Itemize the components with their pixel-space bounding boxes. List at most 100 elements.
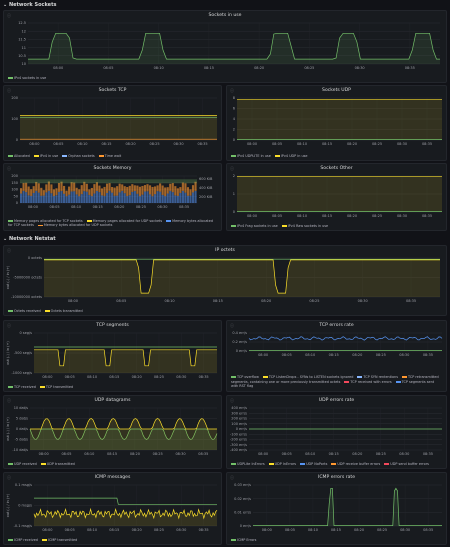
legend-item-octets-transmitted[interactable]: Octets transmitted [44,309,87,313]
panel-tcp-errors-rate[interactable]: TCP errors rate ⓘ 0.4 err/s 0.2 err/s 0 err/… [226,320,447,392]
legend-item-udp-transmitted[interactable]: UDP transmitted [40,462,79,466]
legend-item-tcp-received-with-errors[interactable]: TCP received with errors [344,380,395,384]
x-tick-label: 08:30 [174,142,184,146]
x-tick-label: 08:00 [42,375,52,379]
legend-item-udp-receive-buffer-errors[interactable]: UDP receive buffer errors [331,462,384,466]
bar-segment [141,194,144,203]
bar-segment [174,186,177,196]
info-icon[interactable]: ⓘ [230,166,234,171]
legend-item-icmp-received[interactable]: ICMP received [8,538,42,542]
x-tick-label: 08:30 [176,375,186,379]
info-icon[interactable]: ⓘ [7,88,11,93]
legend-item-tcp-received[interactable]: TCP received [8,385,40,389]
legend-item-octets-received[interactable]: Octets received [8,309,45,313]
x-tick-label: 08:30 [397,142,407,146]
legend-label: IPv4 Raw sockets in use [287,224,329,228]
bar-segment [88,194,91,203]
legend-label: Memory pages allocated for UDP sockets [92,218,163,223]
x-tick-label: 08:10 [165,299,175,303]
legend-item-memory-bytes-allocated-for-udp-sockets[interactable]: Memory bytes allocated for UDP sockets [37,223,117,227]
bar-segment [148,185,152,195]
panel-title: ICMP messages [94,475,131,480]
legend-item-memory-bytes-allocated-for-tcp-sockets[interactable]: Memory bytes allocated for TCP sockets [8,219,213,228]
info-icon[interactable]: ⓘ [7,398,11,403]
bar-segment [186,187,190,196]
legend-item-ipv4-sockets-in-use[interactable]: IPv4 sockets in use [8,76,50,80]
legend-item-tcp-syn-rententions[interactable]: TCP SYN rententions [357,375,402,379]
x-tick-label: 08:10 [84,452,94,456]
panel-icmp-messages[interactable]: ICMP messages ⓘ 0.1 msg/s 0 msg/s -0.1 msg/s… [3,472,222,545]
panel-tcp-segments[interactable]: TCP segments ⓘ 0 seg/s -500 seg/s -1000 seg/… [3,320,222,392]
y-tick-label: 0.1 msg/s [15,483,32,487]
info-icon[interactable]: ⓘ [230,323,234,328]
info-icon[interactable]: ⓘ [230,398,234,403]
legend-item-ipv4-in-use[interactable]: IPv4 in use [33,154,62,158]
legend-item-memory-pages-allocated-for-udp-sockets[interactable]: Memory pages allocated for UDP sockets [86,218,167,223]
panel-udp-errors-rate[interactable]: UDP errors rate ⓘ 400 err/s 300 err/s 200 er… [226,395,447,469]
legend-item-orphan-sockets[interactable]: Orphan sockets [62,154,98,158]
x-tick-label: 08:10 [297,142,307,146]
legend: UDP received UDP transmitted [8,462,79,466]
legend-item-icmp-errors[interactable]: ICMP Errors [231,538,260,542]
legend-swatch [8,220,13,222]
info-icon[interactable]: ⓘ [230,475,234,480]
info-icon[interactable]: ⓘ [230,88,234,93]
legend-item-tcp-overflow[interactable]: TCP overflow [231,375,263,379]
legend-item-udp-received[interactable]: UDP received [8,462,41,466]
legend-item-tcp-segments-sent-with-rst-flag[interactable]: TCP segments sent with RST flag [231,380,434,389]
panel-udp-datagrams[interactable]: UDP datagrams ⓘ 10 dat/s 5 dat/s 0 dat/s -5 d… [3,395,222,469]
legend-item-icmp-transmitted[interactable]: ICMP transmitted [41,538,81,542]
legend-item-ipv4-udp-in-use[interactable]: IPv4 UDP in use [274,154,312,158]
x-tick-label: 08:00 [247,214,257,218]
legend-item-tcp-listendrops-syns-to-listen-sockets-ignored[interactable]: TCP ListenDrops - SYNs to LISTEN sockets… [262,375,357,379]
bar-segment [108,183,111,191]
panel-sockets-tcp[interactable]: Sockets TCP ⓘ 200 100 0 08:00 08:05 08:10 08:15 0… [3,85,222,161]
legend-item-ipv4-udplite-in-use[interactable]: IPv4 UDPLITE in use [231,154,275,158]
panel-sockets-udp[interactable]: Sockets UDP ⓘ 8 6 4 2 0 08:00 08:05 08:10 08:15 08:… [226,85,447,161]
panel-title: Sockets UDP [322,88,351,93]
legend-item-tcp-retransmitted-segments-containing-one-or-more-previously-transmitted-octets[interactable]: TCP retransmitted segments, containing o… [231,375,439,384]
x-tick-label: 08:05 [61,452,71,456]
row-network-sockets[interactable]: ⌄ Network Sockets [3,2,57,8]
legend-item-time-wait[interactable]: Time wait [98,154,126,158]
panel-sockets-memory[interactable]: Sockets Memory ⓘ 200 150 100 50 0 600 KiB 400 Ki… [3,163,222,231]
y-tick-label: 0 [16,201,18,205]
legend-swatch [231,463,236,465]
bar-segment [42,190,45,196]
legend-item-udp-inerrors[interactable]: UDP InErrors [268,462,300,466]
x-tick-label: 08:05 [272,214,282,218]
legend-item-allocated[interactable]: Allocated [8,154,34,158]
x-tick-label: 08:15 [101,142,111,146]
bar-segment [131,184,134,192]
legend-swatch [281,225,287,227]
panel-sockets-other[interactable]: Sockets Other ⓘ 2 1 0 08:00 08:05 08:10 08:15 08:… [226,163,447,231]
y-tick-label: 10.5 [18,54,26,58]
info-icon[interactable]: ⓘ [7,323,11,328]
legend-label: ICMP received [14,538,38,542]
legend-item-udplite-inerrors[interactable]: UDPLite InErrors [231,462,269,466]
bar-segment [22,190,25,203]
info-icon[interactable]: ⓘ [7,13,11,18]
panel-ip-octets[interactable]: IP octets ⓘ 0 octets -5000000 octets -100000… [3,245,447,316]
chart-svg: 0 octets -5000000 octets -10000000 octets o… [6,256,440,303]
bar-segment [27,195,30,203]
row-network-netstat[interactable]: ⌄ Network Netstat [3,236,56,242]
info-icon[interactable]: ⓘ [7,166,11,171]
y-tick-label: -500 seg/s [14,351,32,355]
x-tick-label: 08:00 [29,142,39,146]
legend-item-ipv4-frag-sockets-in-use[interactable]: IPv4 Frag sockets in use [231,224,282,228]
legend-item-udp-noports[interactable]: UDP NoPorts [300,462,331,466]
legend-item-udp-send-buffer-errors[interactable]: UDP send buffer errors [384,462,433,466]
legend-item-memory-pages-allocated-for-tcp-sockets[interactable]: Memory pages allocated for TCP sockets [8,219,87,223]
panel-icmp-errors-rate[interactable]: ICMP errors rate ⓘ 0.03 err/s 0.02 err/s 0.0… [226,472,447,545]
info-icon[interactable]: ⓘ [7,475,11,480]
panel-sockets-in-use[interactable]: Sockets in use ⓘ 12.5 12 11.5 11 10.5 10 08:00 08… [3,10,447,83]
panel-title: Sockets TCP [98,88,127,93]
legend-item-ipv4-raw-sockets-in-use[interactable]: IPv4 Raw sockets in use [281,224,332,228]
y-tick-label: 0 [16,138,18,142]
x-tick-label: 08:35 [406,299,416,303]
legend: IPv4 sockets in use [8,76,50,80]
info-icon[interactable]: ⓘ [7,248,11,253]
x-tick-label: 08:30 [355,66,365,70]
legend-item-tcp-transmitted[interactable]: TCP transmitted [39,385,77,389]
